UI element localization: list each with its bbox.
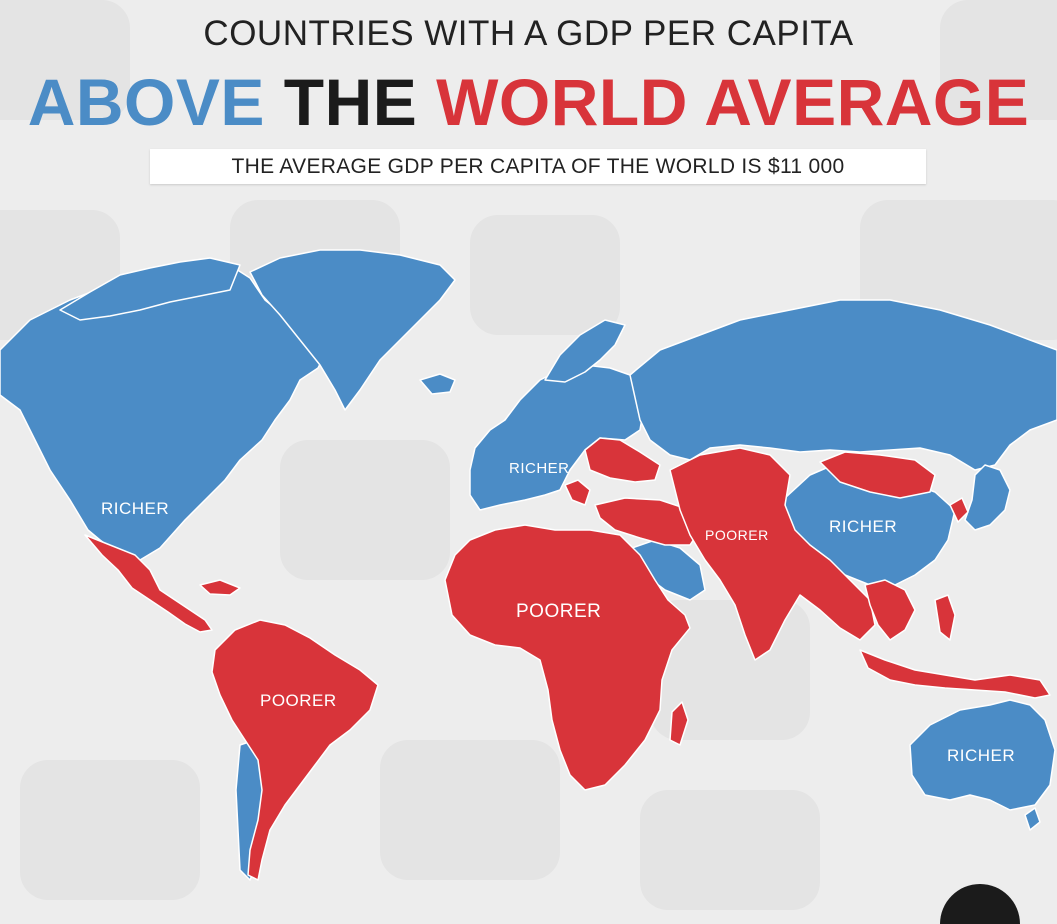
region-russia — [629, 299, 1057, 471]
region-mongolia — [819, 451, 936, 499]
region-scandinavia — [544, 319, 626, 383]
main-headline: ABOVE THE WORLD AVERAGE — [0, 64, 1057, 140]
headline-the: THE — [283, 65, 418, 139]
region-greenland — [249, 249, 456, 411]
region-south-america — [211, 619, 379, 881]
label-china: RICHER — [829, 517, 898, 536]
region-japan — [964, 464, 1011, 531]
region-mexico-central-america — [84, 534, 213, 633]
label-south-america: POORER — [260, 691, 337, 710]
region-madagascar — [669, 701, 689, 746]
label-australia: RICHER — [947, 746, 1016, 765]
label-europe: RICHER — [509, 460, 570, 477]
region-indonesia — [859, 649, 1051, 699]
headline-above: ABOVE — [27, 65, 265, 139]
region-caribbean — [199, 579, 241, 596]
title-kicker: COUNTRIES WITH A GDP PER CAPITA — [203, 14, 854, 53]
region-balkans — [564, 479, 591, 506]
region-eastern-europe — [584, 437, 661, 483]
region-africa — [444, 524, 691, 791]
region-australia — [909, 699, 1056, 811]
label-central-asia: POORER — [705, 527, 769, 543]
label-north-america: RICHER — [101, 499, 170, 518]
label-africa: POORER — [516, 601, 602, 622]
world-map — [0, 249, 1057, 881]
region-southeast-asia — [864, 579, 916, 641]
region-new-zealand — [1024, 807, 1041, 831]
headline-world-average: WORLD AVERAGE — [436, 65, 1030, 139]
region-arctic-islands — [59, 257, 241, 321]
region-middle-east — [594, 497, 701, 546]
subtitle-box: THE AVERAGE GDP PER CAPITA OF THE WORLD … — [150, 149, 926, 184]
region-central-south-asia — [669, 447, 876, 661]
region-north-korea — [949, 497, 969, 523]
region-iceland — [419, 373, 456, 395]
background-pattern — [0, 0, 1057, 900]
region-philippines — [934, 594, 956, 641]
region-europe — [469, 364, 646, 511]
